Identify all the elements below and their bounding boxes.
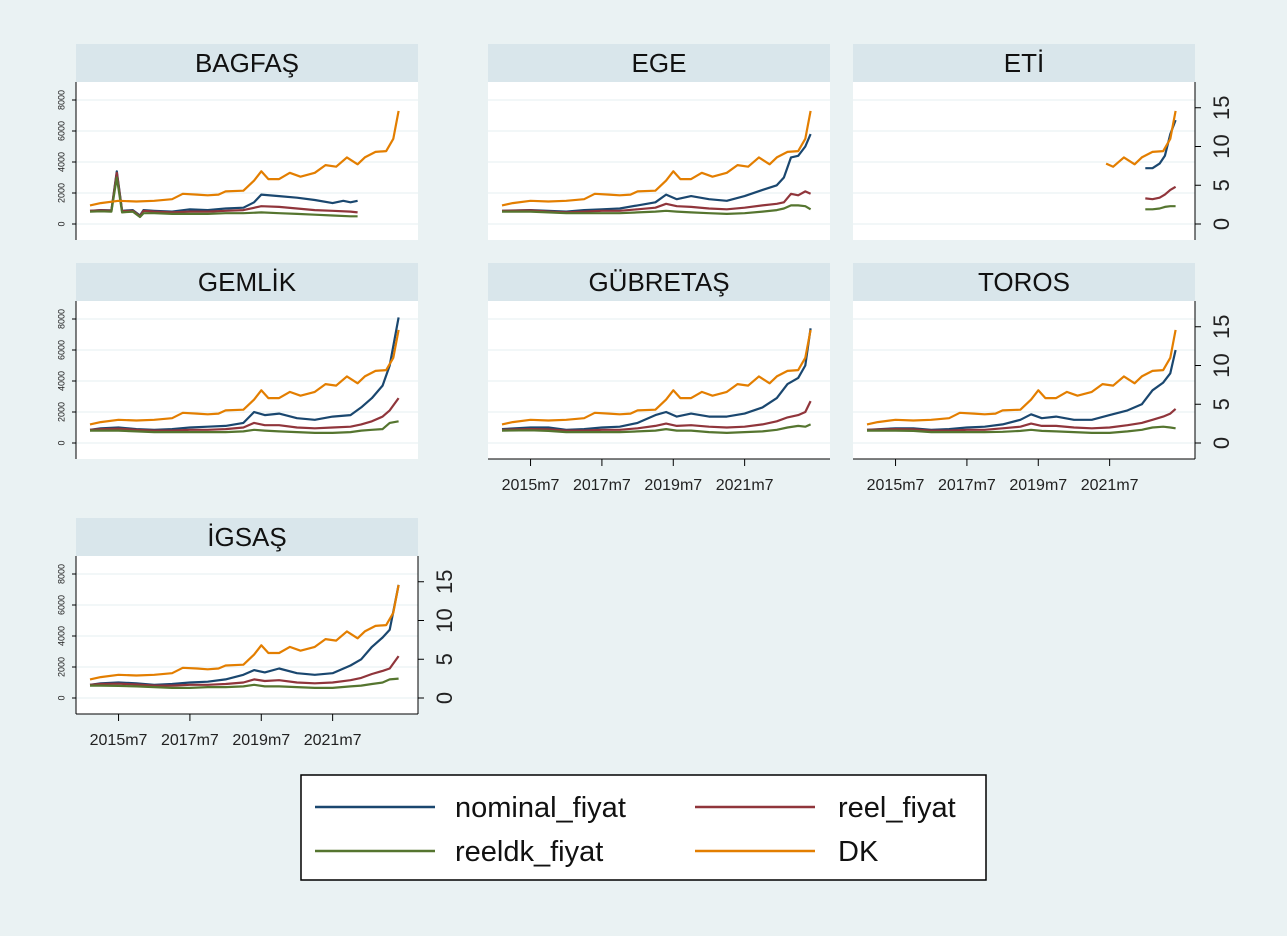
series-line-reel-fiyat bbox=[501, 400, 812, 432]
right-tick-label: 5 bbox=[1209, 179, 1234, 191]
legend-label: reel_fiyat bbox=[838, 792, 956, 824]
left-tick-label: 2000 bbox=[56, 402, 66, 422]
left-tick-label: 2000 bbox=[56, 657, 66, 677]
panel-header bbox=[76, 44, 418, 82]
series-line-nominal-fiyat bbox=[501, 133, 812, 213]
panel-title: GÜBRETAŞ bbox=[588, 267, 729, 297]
left-tick-label: 6000 bbox=[56, 121, 66, 141]
right-tick-label: 0 bbox=[1209, 218, 1234, 230]
x-tick-label: 2017m7 bbox=[573, 477, 631, 494]
legend-label: DK bbox=[838, 836, 879, 868]
panel-title: GEMLİK bbox=[198, 267, 297, 297]
right-tick-label: 5 bbox=[432, 653, 457, 665]
left-tick-label: 4000 bbox=[56, 152, 66, 172]
series-line-dk bbox=[501, 329, 812, 426]
plot-area bbox=[76, 82, 418, 240]
series-line-reeldk-fiyat bbox=[1145, 205, 1176, 211]
legend-item: reel_fiyat bbox=[695, 792, 956, 824]
legend: nominal_fiyat reel_fiyat reeldk_fiyat DK bbox=[300, 774, 987, 881]
x-tick-label: 2019m7 bbox=[232, 732, 290, 749]
series-line-reeldk-fiyat bbox=[90, 677, 399, 689]
legend-label: reeldk_fiyat bbox=[455, 836, 603, 868]
series-line-dk bbox=[501, 110, 812, 207]
x-tick-label: 2015m7 bbox=[502, 477, 560, 494]
right-tick-label: 10 bbox=[432, 608, 457, 632]
panel-2: EGE bbox=[488, 44, 830, 240]
series-line-reeldk-fiyat bbox=[501, 423, 812, 434]
plot-area bbox=[488, 301, 830, 459]
x-tick-label: 2019m7 bbox=[644, 477, 702, 494]
panel-header bbox=[488, 44, 830, 82]
panel-header bbox=[488, 263, 830, 301]
x-tick-label: 2021m7 bbox=[716, 477, 774, 494]
x-tick-label: 2017m7 bbox=[161, 732, 219, 749]
panel-title: BAGFAŞ bbox=[195, 48, 299, 78]
right-tick-label: 0 bbox=[432, 692, 457, 704]
legend-label: nominal_fiyat bbox=[455, 792, 626, 824]
series-line-dk bbox=[89, 110, 400, 207]
panel-6: TOROS 0 5 10 15 2015m7 2017m7 2019m7 2021m7 bbox=[853, 263, 1234, 494]
panel-title: EGE bbox=[632, 48, 687, 78]
left-tick-label: 8000 bbox=[56, 309, 66, 329]
panel-title: ETİ bbox=[1004, 48, 1044, 78]
right-tick-label: 0 bbox=[1209, 437, 1234, 449]
panel-header bbox=[76, 263, 418, 301]
left-tick-label: 6000 bbox=[56, 340, 66, 360]
series-line-reel-fiyat bbox=[866, 408, 1177, 432]
series-line-reeldk-fiyat bbox=[867, 425, 1176, 434]
plot-area bbox=[853, 301, 1195, 459]
left-tick-label: 0 bbox=[56, 695, 66, 700]
panel-header bbox=[853, 44, 1195, 82]
series-line-dk bbox=[89, 329, 400, 426]
left-tick-label: 6000 bbox=[56, 595, 66, 615]
right-tick-label: 10 bbox=[1209, 353, 1234, 377]
right-tick-label: 15 bbox=[432, 570, 457, 594]
right-tick-label: 5 bbox=[1209, 398, 1234, 410]
series-line-dk bbox=[1105, 110, 1177, 168]
left-tick-label: 8000 bbox=[56, 90, 66, 110]
left-tick-label: 2000 bbox=[56, 183, 66, 203]
panel-4: GEMLİK 0 2000 4000 6000 8000 bbox=[56, 263, 418, 459]
series-line-reeldk-fiyat bbox=[89, 176, 358, 219]
panel-title: İGSAŞ bbox=[207, 522, 286, 552]
x-tick-label: 2017m7 bbox=[938, 477, 996, 494]
panel-5: GÜBRETAŞ 2015m7 2017m7 2019m7 2021m7 bbox=[488, 263, 830, 494]
x-tick-label: 2015m7 bbox=[867, 477, 925, 494]
left-tick-label: 4000 bbox=[56, 626, 66, 646]
plot-area bbox=[76, 301, 418, 459]
x-tick-label: 2019m7 bbox=[1009, 477, 1067, 494]
plot-area bbox=[488, 82, 830, 240]
panel-7: İGSAŞ 0 2000 4000 6000 8000 0 5 10 15 2015m7 2017m7… bbox=[56, 518, 457, 749]
panel-header bbox=[853, 263, 1195, 301]
x-tick-label: 2021m7 bbox=[1081, 477, 1139, 494]
x-tick-label: 2015m7 bbox=[90, 732, 148, 749]
legend-item: nominal_fiyat bbox=[315, 792, 626, 824]
left-tick-label: 8000 bbox=[56, 564, 66, 584]
panel-title: TOROS bbox=[978, 267, 1070, 297]
series-line-reel-fiyat bbox=[1145, 185, 1177, 201]
series-line-dk bbox=[89, 584, 400, 681]
right-tick-label: 15 bbox=[1209, 315, 1234, 339]
right-tick-label: 15 bbox=[1209, 96, 1234, 120]
series-line-reeldk-fiyat bbox=[502, 204, 812, 215]
legend-item: DK bbox=[695, 836, 879, 868]
plot-area bbox=[76, 556, 418, 714]
legend-box bbox=[300, 774, 987, 881]
left-tick-label: 0 bbox=[56, 221, 66, 226]
series-line-reel-fiyat bbox=[89, 655, 400, 687]
left-tick-label: 4000 bbox=[56, 371, 66, 391]
panel-3: ETİ 0 5 10 15 bbox=[853, 44, 1234, 240]
plot-area bbox=[853, 82, 1195, 240]
right-tick-label: 10 bbox=[1209, 134, 1234, 158]
series-line-dk bbox=[866, 329, 1177, 426]
series-line-reel-fiyat bbox=[501, 190, 812, 214]
legend-item: reeldk_fiyat bbox=[315, 836, 603, 868]
panel-1: BAGFAŞ 0 2000 4000 6000 8000 bbox=[56, 44, 418, 240]
x-tick-label: 2021m7 bbox=[304, 732, 362, 749]
panel-header bbox=[76, 518, 418, 556]
series-line-reel-fiyat bbox=[89, 397, 400, 432]
series-line-reeldk-fiyat bbox=[90, 420, 399, 434]
left-tick-label: 0 bbox=[56, 440, 66, 445]
